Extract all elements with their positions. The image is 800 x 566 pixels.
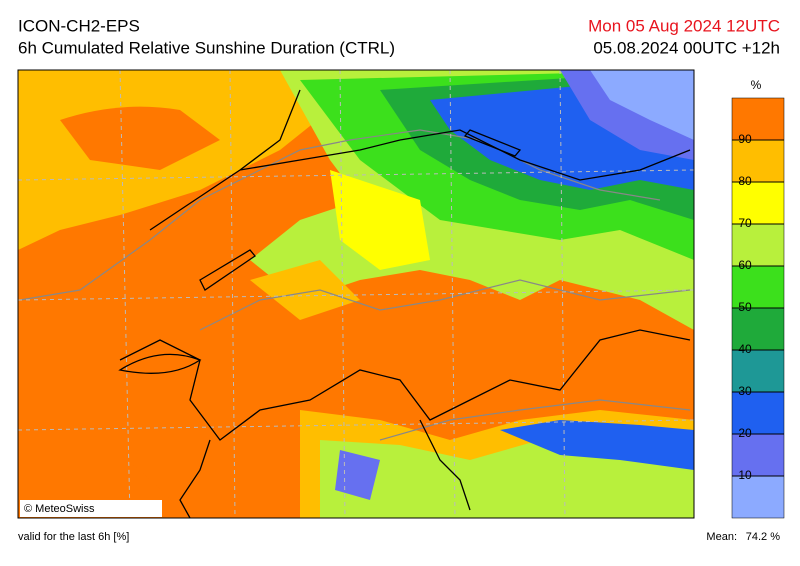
- legend-swatch: [732, 224, 784, 266]
- legend-swatch: [732, 182, 784, 224]
- model-title: ICON-CH2-EPS: [18, 16, 140, 35]
- legend-tick-label: 30: [738, 384, 752, 398]
- legend-swatch: [732, 392, 784, 434]
- legend-tick-label: 20: [738, 426, 752, 440]
- mean-label: Mean:: [706, 531, 737, 543]
- legend-swatch: [732, 476, 784, 518]
- legend-tick-label: 50: [738, 300, 752, 314]
- valid-date: Mon 05 Aug 2024 12UTC: [588, 16, 780, 35]
- legend-swatch: [732, 434, 784, 476]
- run-time: 05.08.2024 00UTC +12h: [593, 38, 780, 57]
- legend-tick-label: 70: [738, 216, 752, 230]
- legend-unit: %: [751, 78, 762, 92]
- legend-swatch: [732, 266, 784, 308]
- legend-swatch: [732, 350, 784, 392]
- legend: 10 20 30 40 50 60 70 80 90: [731, 97, 785, 519]
- legend-frame: [731, 97, 785, 519]
- legend-tick-label: 90: [738, 132, 752, 146]
- legend-swatch: [732, 308, 784, 350]
- legend-tick-label: 80: [738, 174, 752, 188]
- legend-swatch: [732, 98, 784, 140]
- product-title: 6h Cumulated Relative Sunshine Duration …: [18, 38, 395, 57]
- map: © MeteoSwiss: [17, 69, 695, 519]
- legend-swatch: [732, 140, 784, 182]
- footer-note: valid for the last 6h [%]: [18, 531, 129, 543]
- legend-tick-label: 10: [738, 468, 752, 482]
- legend-tick-label: 40: [738, 342, 752, 356]
- mean-value: 74.2 %: [746, 531, 780, 543]
- credit: © MeteoSwiss: [24, 503, 95, 515]
- legend-tick-label: 60: [738, 258, 752, 272]
